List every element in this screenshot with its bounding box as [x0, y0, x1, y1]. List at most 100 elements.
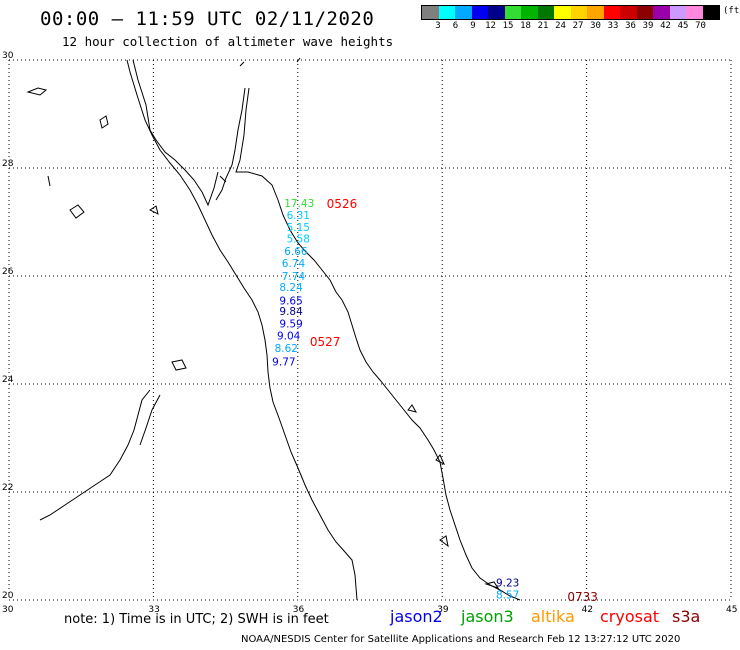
arabian-aqaba-coast — [235, 87, 279, 201]
longitude-label: 39 — [437, 605, 449, 615]
wave-height-value: 9.59 — [279, 319, 302, 331]
color-scale-label: 45 — [677, 21, 689, 31]
wave-height-value: 9.23 — [496, 578, 519, 590]
color-swatch — [488, 6, 505, 19]
island — [407, 404, 418, 413]
credit-line: NOAA/NESDIS Center for Satellite Applica… — [241, 634, 681, 645]
island — [484, 581, 500, 589]
arabian-coastline — [277, 199, 521, 601]
pass-time-label: 0526 — [327, 197, 358, 211]
island — [99, 115, 109, 129]
color-swatch — [603, 6, 620, 19]
inland-river — [39, 389, 151, 521]
wave-height-value: 17.43 — [284, 198, 314, 210]
color-swatch — [587, 6, 604, 19]
latitude-label: 30 — [2, 51, 14, 61]
color-scale-label: 6 — [452, 21, 459, 31]
coastline — [26, 57, 521, 601]
wave-height-value: 7.74 — [282, 271, 306, 283]
wave-height-value: 6.31 — [287, 210, 310, 222]
island — [171, 359, 187, 371]
island — [435, 454, 446, 466]
legend-cryosat: cryosat — [600, 607, 660, 626]
color-swatch — [521, 6, 538, 19]
color-scale-label: 21 — [537, 21, 549, 31]
legend-jason3: jason3 — [461, 607, 514, 626]
wave-height-value: 6.66 — [284, 246, 308, 258]
color-swatch — [438, 6, 455, 19]
color-scale-label: 33 — [607, 21, 619, 31]
color-swatch — [554, 6, 571, 19]
legend-s3a: s3a — [672, 607, 701, 626]
color-swatch — [570, 6, 587, 19]
wave-height-value: 9.04 — [277, 330, 301, 342]
pass-time-label: 0527 — [310, 335, 341, 349]
latitude-label: 22 — [2, 483, 13, 493]
latitude-label: 24 — [2, 375, 14, 385]
color-swatch — [471, 6, 488, 19]
color-swatch — [686, 6, 703, 19]
color-scale-label: 18 — [520, 21, 531, 31]
map-title: 00:00 – 11:59 UTC 02/11/2020 — [40, 8, 375, 30]
color-scale-label: 12 — [485, 21, 496, 31]
color-scale-label: 42 — [660, 21, 671, 31]
color-scale-unit: (ft) — [723, 6, 740, 16]
color-swatch — [702, 6, 719, 19]
legend-jason2: jason2 — [390, 607, 443, 626]
wave-height-value: 8.24 — [279, 282, 303, 294]
wave-height-value: 9.65 — [279, 295, 302, 307]
island — [439, 535, 449, 548]
island — [149, 205, 159, 215]
longitude-label: 45 — [726, 605, 737, 615]
color-scale-label: 36 — [625, 21, 636, 31]
longitude-label: 42 — [582, 605, 593, 615]
wave-height-value: 8.57 — [496, 590, 519, 602]
wave-height-value: 5.58 — [287, 234, 310, 246]
legend-altika: altika — [531, 607, 575, 626]
map-subtitle: 12 hour collection of altimeter wave hei… — [62, 34, 394, 49]
african-coastline — [126, 59, 358, 601]
color-scale-label: 30 — [590, 21, 601, 31]
color-swatch — [653, 6, 670, 19]
color-scale-labels: 3 6 9 12 15 18 21 24 27 30 33 36 39 42 45 70 — [421, 20, 720, 34]
latitude-label: 20 — [2, 591, 14, 601]
wave-height-value: 8.62 — [275, 343, 298, 355]
color-scale-label: 70 — [695, 21, 706, 31]
axis-tick-labels: 30 28 26 24 22 20 30 33 36 39 42 45 — [2, 51, 737, 615]
color-scale-label: 3 — [435, 21, 441, 31]
island — [69, 204, 85, 219]
latitude-label: 26 — [2, 267, 14, 277]
color-swatch — [636, 6, 653, 19]
color-swatch — [537, 6, 554, 19]
color-scale-bar — [421, 5, 720, 20]
wave-height-value: 5.15 — [287, 222, 310, 234]
wave-height-value: 9.77 — [272, 356, 295, 368]
color-swatch — [620, 6, 637, 19]
wave-height-value: 9.84 — [279, 306, 303, 318]
units-note: note: 1) Time is in UTC; 2) SWH is in fe… — [64, 612, 329, 627]
wave-height-observations: 17.436.315.155.586.666.747.748.249.659.8… — [272, 197, 598, 604]
island — [26, 87, 48, 96]
latitude-label: 28 — [2, 159, 14, 169]
color-swatch — [504, 6, 521, 19]
pass-time-label: 0733 — [567, 590, 598, 604]
lat-lon-grid — [8, 59, 732, 601]
color-scale-label: 15 — [502, 21, 514, 31]
longitude-label: 36 — [293, 605, 305, 615]
color-scale-label: 39 — [642, 21, 654, 31]
longitude-label: 33 — [148, 605, 159, 615]
color-swatch — [422, 6, 439, 19]
color-scale-label: 24 — [555, 21, 566, 31]
inland-marks — [47, 57, 301, 187]
color-swatch — [455, 6, 472, 19]
sinai-west-coast — [132, 59, 219, 207]
color-scale-label: 9 — [470, 21, 476, 31]
gulf-of-aqaba — [215, 87, 246, 201]
wave-height-value: 6.74 — [282, 258, 306, 270]
color-swatch — [669, 6, 686, 19]
color-scale-label: 27 — [572, 21, 584, 31]
longitude-label: 30 — [2, 605, 14, 615]
inland-river — [139, 394, 161, 446]
